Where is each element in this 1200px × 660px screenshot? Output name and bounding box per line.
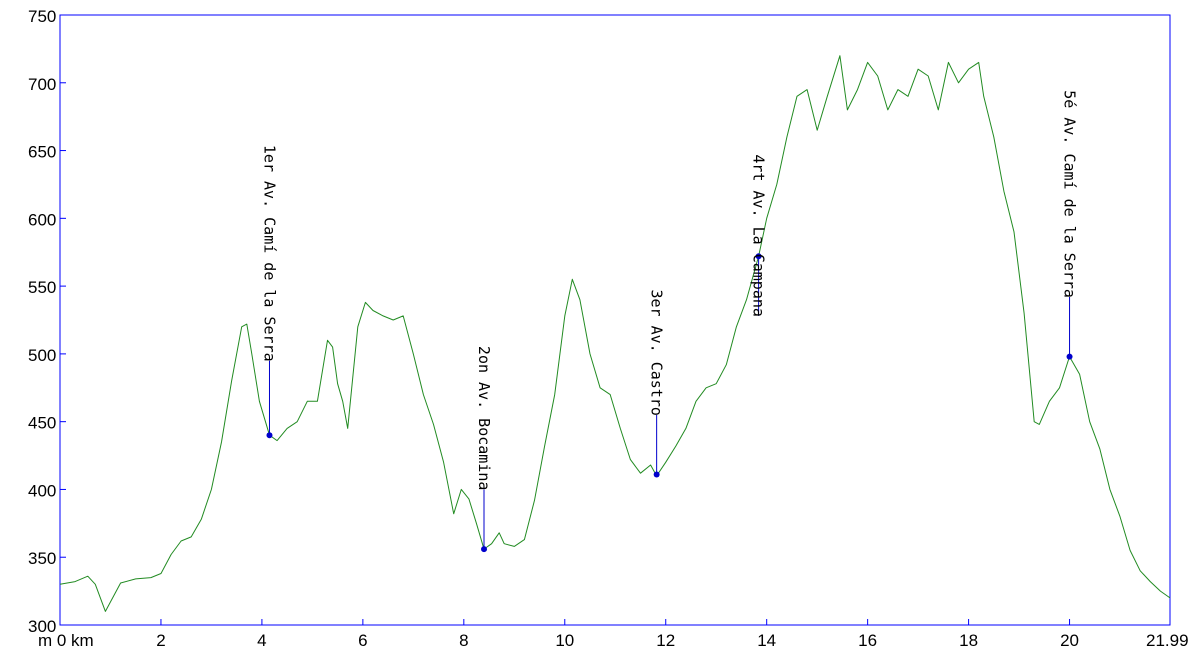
x-tick-label-16: 16 — [858, 631, 877, 650]
waypoint-layer: 1er Av. Camí de la Serra 2on Av. Bocamina… — [260, 90, 1079, 553]
y-tick-label-650: 650 — [28, 143, 56, 162]
waypoint-label-3: 3er Av. Castro — [648, 289, 666, 415]
waypoint-marker-1 — [266, 432, 273, 439]
waypoint-label-1: 1er Av. Camí de la Serra — [260, 145, 278, 362]
y-tick-label-600: 600 — [28, 210, 56, 229]
waypoint-label-4: 4rt Av. La Campana — [750, 154, 768, 317]
y-tick-label-500: 500 — [28, 346, 56, 365]
plot-frame — [59, 14, 1171, 626]
y-axis: 300 350 400 450 500 550 600 650 700 750 — [28, 7, 66, 636]
waypoint-marker-4 — [755, 253, 762, 260]
waypoint-marker-2 — [481, 546, 488, 553]
y-tick-label-350: 350 — [28, 549, 56, 568]
y-tick-label-450: 450 — [28, 414, 56, 433]
x-tick-label-10: 10 — [555, 631, 574, 650]
waypoint-label-2: 2on Av. Bocamina — [475, 346, 493, 491]
x-end-label: 21.99 — [1146, 631, 1189, 650]
series-layer — [59, 55, 1171, 612]
x-tick-label-6: 6 — [358, 631, 367, 650]
y-tick-label-400: 400 — [28, 481, 56, 500]
elevation-line-0 — [59, 55, 1171, 612]
x-tick-label-18: 18 — [959, 631, 978, 650]
x-unit-label: m 0 km — [38, 631, 94, 650]
y-tick-label-700: 700 — [28, 75, 56, 94]
x-tick-label-20: 20 — [1060, 631, 1079, 650]
x-tick-label-2: 2 — [156, 631, 165, 650]
x-tick-label-4: 4 — [257, 631, 266, 650]
waypoint-marker-3 — [653, 471, 660, 478]
y-tick-label-300: 300 — [28, 617, 56, 636]
waypoint-label-5: 5é Av. Camí de la Serra — [1061, 90, 1079, 298]
waypoint-marker-5 — [1066, 353, 1073, 360]
x-axis: m 0 km 21.99 2 4 6 8 10 12 14 16 18 20 — [38, 619, 1189, 650]
x-tick-label-8: 8 — [459, 631, 468, 650]
x-tick-label-14: 14 — [757, 631, 776, 650]
y-tick-label-550: 550 — [28, 278, 56, 297]
y-tick-label-750: 750 — [28, 7, 56, 26]
x-tick-label-12: 12 — [656, 631, 675, 650]
